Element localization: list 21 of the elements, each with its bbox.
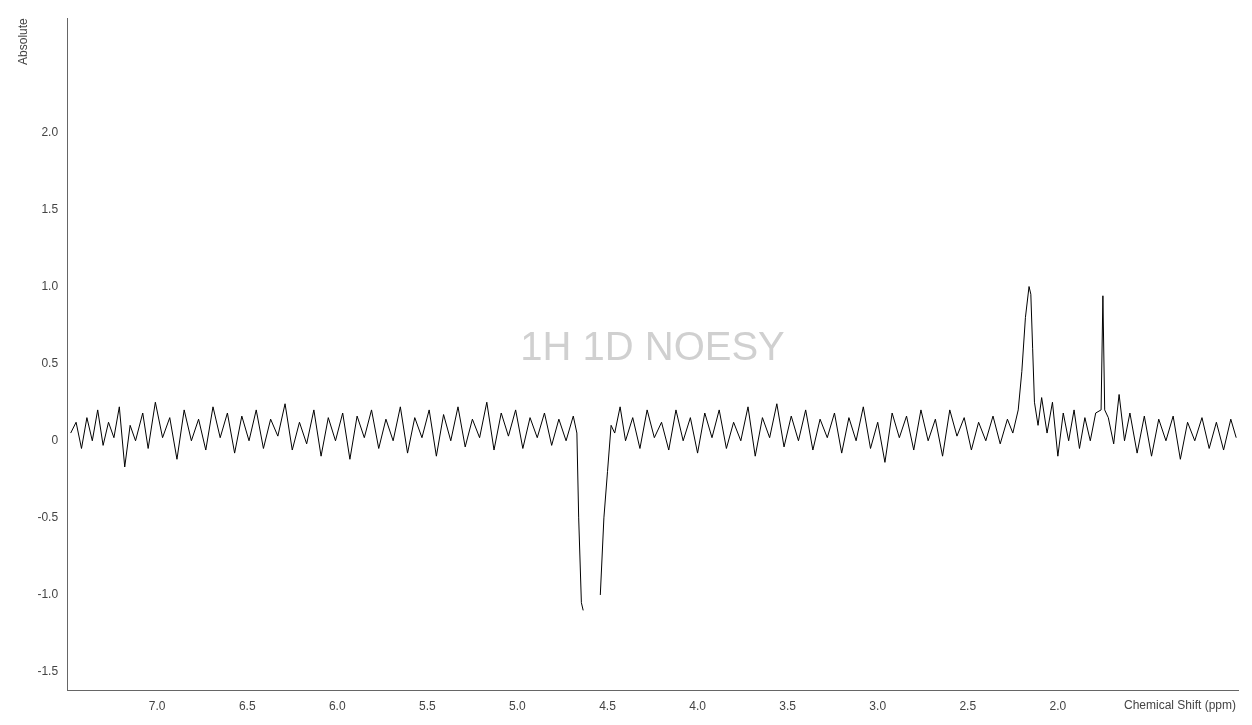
- y-axis-title: Absolute: [15, 17, 30, 65]
- x-axis-title: Chemical Shift (ppm): [1123, 697, 1236, 712]
- x-tick-label: 7.0: [148, 699, 166, 714]
- y-tick-label: -0.5: [37, 510, 59, 525]
- y-tick-label: 2.0: [41, 124, 59, 139]
- x-tick-label: 4.5: [599, 699, 617, 714]
- x-tick-label: 3.0: [869, 699, 887, 714]
- y-tick-label: 1.5: [41, 201, 59, 216]
- x-tick-label: 5.5: [419, 699, 437, 714]
- y-tick-label: 0.5: [41, 355, 59, 370]
- x-tick-label: 2.5: [959, 699, 977, 714]
- y-tick-label: 0: [51, 433, 59, 448]
- x-tick-label: 5.0: [509, 699, 527, 714]
- y-tick-label: -1.5: [37, 664, 59, 679]
- y-tick-label: 1.0: [41, 278, 59, 293]
- x-tick-label: 6.0: [328, 699, 346, 714]
- x-tick-label: 2.0: [1049, 699, 1067, 714]
- x-tick-label: 4.0: [689, 699, 707, 714]
- x-tick-label: 3.5: [779, 699, 797, 714]
- y-tick-label: -1.0: [37, 587, 59, 602]
- x-tick-label: 6.5: [238, 699, 256, 714]
